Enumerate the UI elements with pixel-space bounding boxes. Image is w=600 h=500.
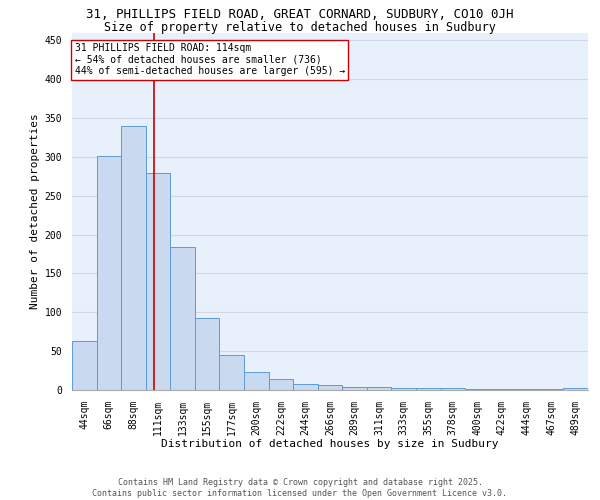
Bar	[195, 318, 220, 390]
Bar	[416, 388, 440, 390]
X-axis label: Distribution of detached houses by size in Sudbury: Distribution of detached houses by size …	[161, 439, 499, 449]
Y-axis label: Number of detached properties: Number of detached properties	[31, 114, 40, 309]
Bar	[391, 388, 416, 390]
Text: 31 PHILLIPS FIELD ROAD: 114sqm
← 54% of detached houses are smaller (736)
44% of: 31 PHILLIPS FIELD ROAD: 114sqm ← 54% of …	[74, 43, 345, 76]
Text: Contains HM Land Registry data © Crown copyright and database right 2025.
Contai: Contains HM Land Registry data © Crown c…	[92, 478, 508, 498]
Bar	[342, 387, 367, 390]
Bar	[465, 389, 490, 390]
Text: Size of property relative to detached houses in Sudbury: Size of property relative to detached ho…	[104, 21, 496, 34]
Bar	[293, 384, 318, 390]
Bar	[269, 379, 293, 390]
Bar	[244, 372, 269, 390]
Bar	[72, 341, 97, 390]
Bar	[539, 389, 563, 390]
Text: 31, PHILLIPS FIELD ROAD, GREAT CORNARD, SUDBURY, CO10 0JH: 31, PHILLIPS FIELD ROAD, GREAT CORNARD, …	[86, 8, 514, 20]
Bar	[97, 156, 121, 390]
Bar	[367, 387, 391, 390]
Bar	[121, 126, 146, 390]
Bar	[318, 386, 342, 390]
Bar	[170, 247, 195, 390]
Bar	[514, 389, 539, 390]
Bar	[440, 388, 465, 390]
Bar	[220, 355, 244, 390]
Bar	[563, 388, 588, 390]
Bar	[146, 173, 170, 390]
Bar	[490, 389, 514, 390]
